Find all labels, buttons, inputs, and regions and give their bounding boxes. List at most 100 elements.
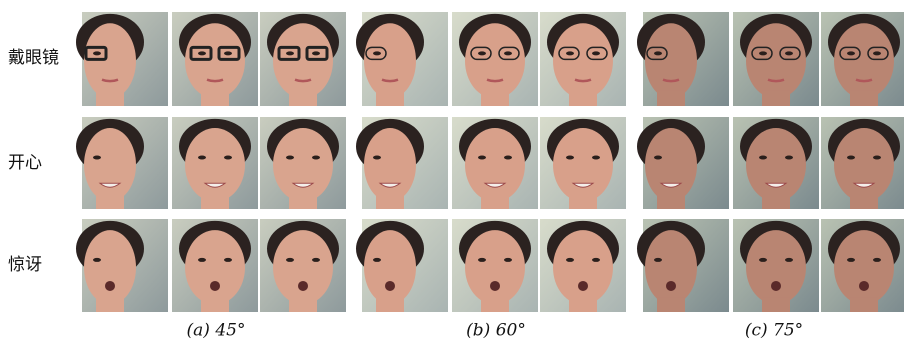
face	[364, 23, 416, 98]
face	[746, 230, 806, 304]
face	[273, 128, 333, 202]
eye	[504, 51, 512, 55]
eye	[566, 258, 574, 262]
caption: (c) 75°	[745, 321, 803, 341]
face	[834, 23, 894, 98]
eye	[785, 51, 793, 55]
mouth	[210, 281, 220, 291]
face	[273, 23, 333, 98]
face	[84, 230, 136, 304]
eye	[654, 258, 662, 262]
eye	[286, 155, 294, 159]
row-label: 开心	[8, 153, 42, 173]
eye	[373, 258, 381, 262]
face	[553, 230, 613, 304]
eye	[312, 258, 320, 262]
face	[185, 230, 245, 304]
mouth	[578, 281, 588, 291]
eye	[198, 51, 206, 55]
eye	[93, 258, 101, 262]
eye	[286, 51, 294, 55]
neck	[569, 194, 597, 209]
eye	[224, 51, 232, 55]
mouth	[105, 281, 115, 291]
face	[364, 128, 416, 202]
eye	[312, 51, 320, 55]
mouth	[771, 281, 781, 291]
neck	[850, 194, 878, 209]
eye	[873, 155, 881, 159]
neck	[569, 91, 597, 106]
neck	[657, 194, 685, 209]
mouth	[859, 281, 869, 291]
neck	[96, 194, 124, 209]
neck	[762, 91, 790, 106]
mouth	[490, 281, 500, 291]
neck	[481, 91, 509, 106]
eye	[654, 155, 662, 159]
eye	[478, 51, 486, 55]
neck	[376, 91, 404, 106]
eye	[504, 258, 512, 262]
eye	[286, 258, 294, 262]
eye	[847, 51, 855, 55]
face	[834, 230, 894, 304]
face	[465, 230, 525, 304]
face	[84, 128, 136, 202]
neck	[569, 297, 597, 312]
eye	[478, 155, 486, 159]
face	[185, 23, 245, 98]
eye	[847, 258, 855, 262]
eye	[504, 155, 512, 159]
eye	[224, 155, 232, 159]
eye	[785, 258, 793, 262]
face	[645, 128, 697, 202]
caption: (a) 45°	[187, 321, 246, 341]
face	[185, 128, 245, 202]
neck	[289, 194, 317, 209]
caption: (b) 60°	[466, 321, 526, 341]
eye	[592, 51, 600, 55]
eye	[478, 258, 486, 262]
neck	[201, 91, 229, 106]
eye	[93, 155, 101, 159]
eye	[312, 155, 320, 159]
neck	[376, 194, 404, 209]
eye	[198, 258, 206, 262]
face	[84, 23, 136, 98]
figure: 戴眼镜 开心 惊讶 (a) 45° (b) 60° (c) 75°	[0, 0, 904, 344]
neck	[762, 297, 790, 312]
neck	[481, 297, 509, 312]
mouth	[666, 281, 676, 291]
eye	[873, 258, 881, 262]
eye	[759, 258, 767, 262]
neck	[289, 91, 317, 106]
neck	[201, 194, 229, 209]
face	[746, 128, 806, 202]
eye	[566, 155, 574, 159]
eye	[592, 258, 600, 262]
neck	[850, 91, 878, 106]
face	[364, 230, 416, 304]
neck	[96, 297, 124, 312]
eye	[566, 51, 574, 55]
neck	[850, 297, 878, 312]
eye	[759, 155, 767, 159]
mouth	[298, 281, 308, 291]
face	[645, 23, 697, 98]
neck	[201, 297, 229, 312]
neck	[481, 194, 509, 209]
eye	[873, 51, 881, 55]
face	[553, 23, 613, 98]
eye	[93, 51, 101, 55]
neck	[657, 91, 685, 106]
eye	[373, 51, 381, 55]
neck	[376, 297, 404, 312]
eye	[592, 155, 600, 159]
face	[273, 230, 333, 304]
eye	[224, 258, 232, 262]
eye	[373, 155, 381, 159]
neck	[96, 91, 124, 106]
face	[746, 23, 806, 98]
row-label: 戴眼镜	[8, 48, 59, 68]
